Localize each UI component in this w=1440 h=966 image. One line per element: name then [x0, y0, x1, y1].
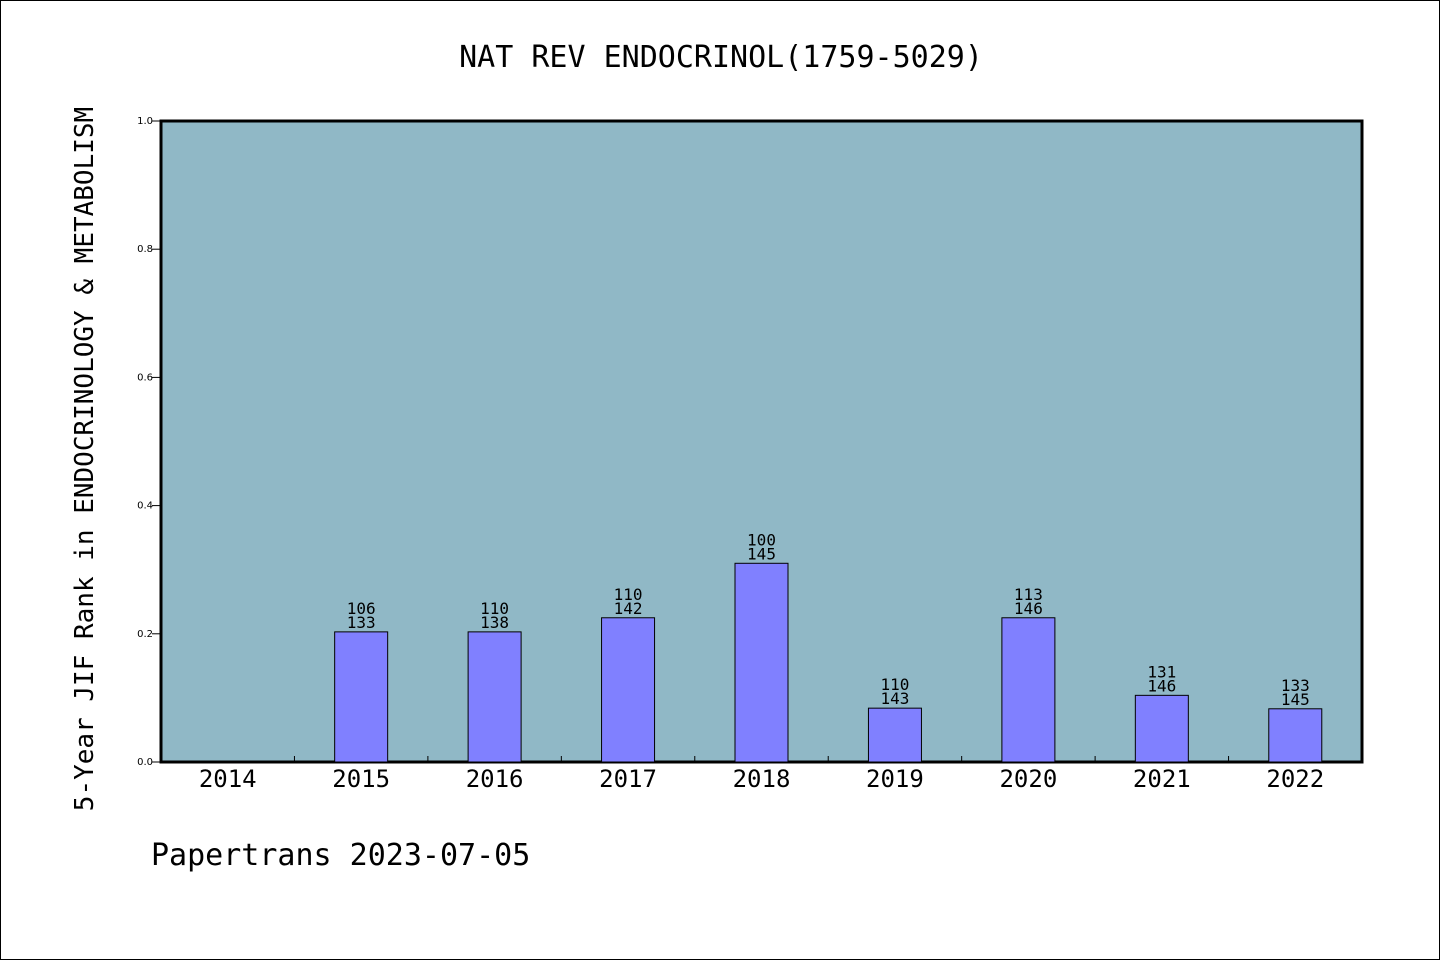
bar-total-label: 145	[1281, 690, 1310, 709]
footer-credit: Papertrans 2023-07-05	[151, 838, 530, 873]
bar-total-label: 145	[747, 544, 776, 563]
x-tick-label: 2018	[733, 765, 791, 793]
bar-total-label: 138	[480, 613, 509, 632]
bar-total-label: 146	[1147, 676, 1176, 695]
y-tick-label: 0.4	[137, 501, 153, 512]
bar-rank-label: 110	[880, 675, 909, 694]
y-tick-label: 0.0	[137, 757, 153, 768]
bar-rank-label: 131	[1147, 662, 1176, 681]
x-tick-label: 2014	[199, 765, 257, 793]
bar-total-label: 146	[1014, 599, 1043, 618]
bar-2016	[467, 631, 522, 763]
y-tick-label: 1.0	[137, 116, 153, 127]
bar-rank-label: 110	[614, 585, 643, 604]
chart-title: NAT REV ENDOCRINOL(1759-5029)	[459, 40, 983, 75]
bars: 1061331101381101421001451101431131461311…	[334, 530, 1323, 763]
x-tick-label: 2016	[466, 765, 524, 793]
x-tick-label: 2019	[866, 765, 924, 793]
x-tick-label: 2021	[1133, 765, 1191, 793]
bar-2022	[1268, 708, 1323, 763]
bar-rank-label: 110	[480, 599, 509, 618]
x-tick-label: 2022	[1266, 765, 1324, 793]
bar-2020	[1001, 617, 1056, 763]
x-tick-label: 2017	[599, 765, 657, 793]
y-axis-label: 5-Year JIF Rank in ENDOCRINOLOGY & METAB…	[70, 107, 100, 811]
bar-2019	[867, 707, 922, 763]
bar-total-label: 143	[880, 689, 909, 708]
bar-total-label: 133	[347, 613, 376, 632]
x-tick-label: 2015	[332, 765, 390, 793]
y-tick-label: 0.8	[137, 244, 153, 255]
y-tick-label: 0.2	[137, 629, 153, 640]
bar-2021	[1134, 694, 1189, 763]
bar-rank-label: 113	[1014, 585, 1043, 604]
bar-2015	[334, 631, 389, 763]
bar-total-label: 142	[614, 599, 643, 618]
bar-rank-label: 133	[1281, 676, 1310, 695]
bar-rank-label: 106	[347, 599, 376, 618]
y-tick-label: 0.6	[137, 372, 153, 383]
y-axis: 0.0 0.2 0.4 0.6 0.8 1.0	[137, 116, 161, 768]
x-tick-label: 2020	[999, 765, 1057, 793]
bar-rank-label: 100	[747, 530, 776, 549]
bar-2018	[734, 562, 789, 763]
x-axis: 2014 2015 2016 2017 2018 2019 2020 2021 2022	[199, 756, 1324, 793]
bar-2017	[601, 617, 656, 763]
